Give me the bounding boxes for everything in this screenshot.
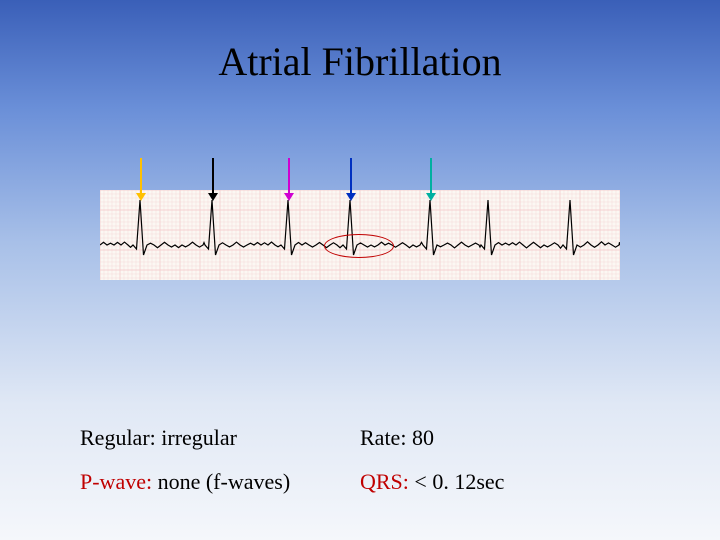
interval-arrow-1 [140,158,142,194]
ecg-trace-svg [100,190,620,280]
rate-value: 80 [406,425,434,450]
ecg-strip [100,190,620,280]
interval-arrow-2 [212,158,214,194]
interval-arrow-4 [350,158,352,194]
slide-title: Atrial Fibrillation [0,0,720,85]
interval-arrow-3 [288,158,290,194]
pwave-label: P-wave: [80,469,152,494]
rate-label: Rate: [360,425,406,450]
param-regular: Regular: irregular [80,425,360,451]
param-rate: Rate: 80 [360,425,640,451]
qrs-label: QRS: [360,469,409,494]
pwave-value: none (f-waves) [152,469,290,494]
param-pwave: P-wave: none (f-waves) [80,469,360,495]
regular-label: Regular: [80,425,156,450]
regular-value: irregular [156,425,237,450]
qrs-value: < 0. 12sec [409,469,505,494]
interval-arrow-5 [430,158,432,194]
param-qrs: QRS: < 0. 12sec [360,469,640,495]
ecg-parameters: Regular: irregular Rate: 80 P-wave: none… [80,425,640,495]
